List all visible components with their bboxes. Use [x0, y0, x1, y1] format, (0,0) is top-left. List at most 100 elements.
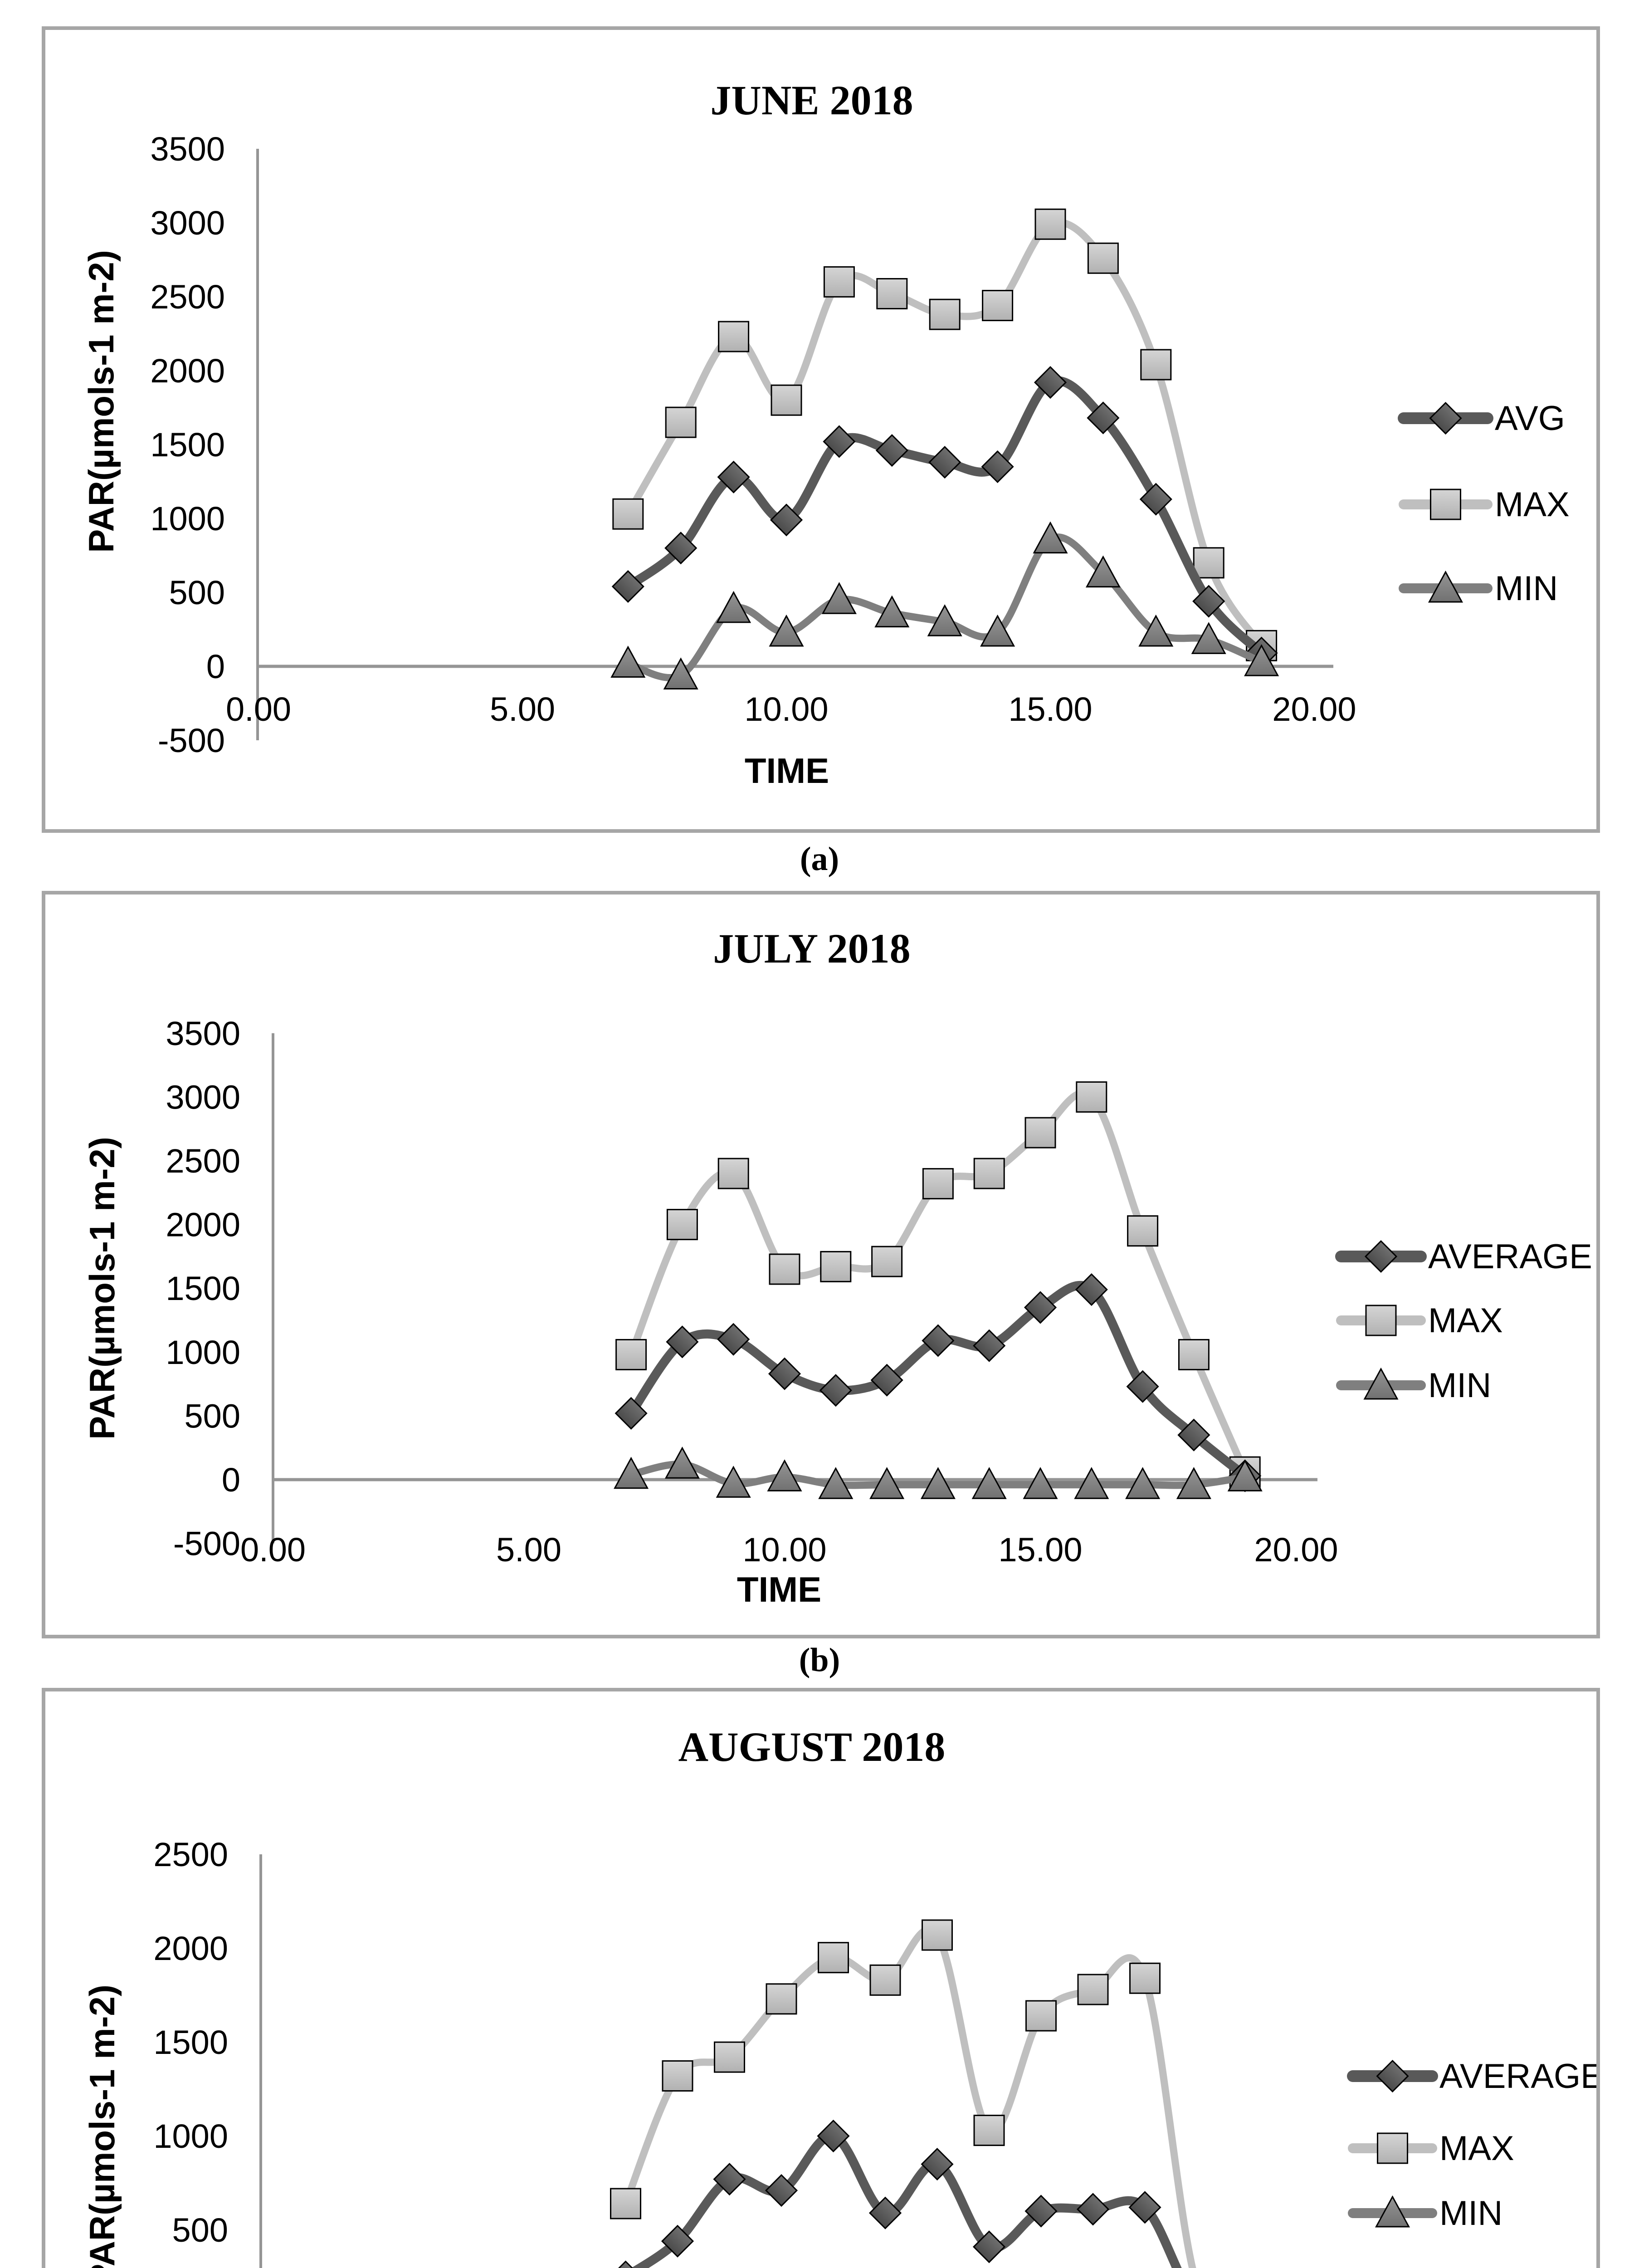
legend-marker-avg — [1429, 401, 1462, 435]
y-axis-title: PAR(µmols-1 m-2) — [81, 250, 121, 553]
average-marker — [1076, 2193, 1110, 2226]
legend-marker-max — [1430, 489, 1461, 520]
max-marker — [1129, 1962, 1161, 1994]
average-marker — [868, 2196, 902, 2229]
min-marker — [971, 1467, 1007, 1499]
chart-svg-a: JUNE 2018 3500 3000 2500 2000 1500 1000 500 0 -50… — [81, 77, 1570, 791]
max-marker — [766, 1983, 797, 2015]
average-marker — [1126, 1370, 1159, 1403]
max-marker — [1025, 2000, 1057, 2032]
min-marker — [614, 1457, 649, 1489]
average-marker — [1024, 1291, 1057, 1324]
chart-panel-july-2018: JULY 2018 3500 3000 2500 2000 1500 1000 500 0 -50… — [42, 891, 1600, 1638]
y-tick-label: 2000 — [150, 352, 225, 390]
y-tick-label: -500 — [158, 722, 225, 759]
average-marker — [768, 1357, 801, 1390]
min-marker — [1125, 1467, 1161, 1499]
average-marker — [870, 1364, 903, 1397]
min-marker — [769, 614, 804, 647]
average-marker — [817, 2119, 850, 2153]
x-tick-label: 5.00 — [490, 690, 555, 728]
y-tick-label: 3500 — [150, 130, 225, 168]
min-marker — [1176, 1467, 1211, 1499]
legend-label-max: MAX — [1428, 1301, 1503, 1340]
max-marker — [665, 406, 697, 438]
legend-label-max: MAX — [1439, 2129, 1514, 2168]
y-tick-label: 3000 — [166, 1078, 240, 1116]
max-marker — [769, 1253, 800, 1285]
max-marker — [717, 1158, 749, 1189]
max-marker — [1140, 349, 1172, 381]
max-marker — [922, 1919, 953, 1951]
caption-b: (b) — [799, 1642, 840, 1679]
avg-marker — [1034, 366, 1067, 399]
average-marker — [765, 2174, 798, 2207]
max-marker — [973, 2115, 1005, 2146]
max-marker — [973, 1158, 1005, 1189]
avg-marker — [664, 532, 698, 565]
min-marker — [818, 1467, 854, 1499]
legend-marker-average — [1364, 1240, 1398, 1273]
avg-marker — [823, 425, 856, 458]
max-marker — [771, 384, 802, 416]
max-series-line — [627, 1089, 1249, 1476]
max-marker — [820, 1251, 852, 1282]
y-tick-label: 2000 — [153, 1930, 228, 1967]
y-axis-title: PAR(µmols-1 m-2) — [82, 1984, 122, 2268]
avg-marker — [981, 450, 1014, 483]
min-marker — [920, 1467, 956, 1499]
y-tick-label: 0 — [206, 648, 225, 685]
average-marker — [921, 2148, 954, 2181]
y-tick-label: 0 — [222, 1461, 240, 1499]
y-tick-label: 2500 — [150, 278, 225, 316]
min-marker — [927, 604, 962, 636]
max-marker — [1034, 208, 1066, 240]
min-marker — [663, 657, 698, 690]
max-marker — [1087, 242, 1119, 274]
y-tick-label: 1000 — [153, 2117, 228, 2155]
legend-label-max: MAX — [1495, 485, 1570, 524]
avg-marker — [1192, 585, 1225, 618]
max-marker — [662, 2060, 693, 2092]
legend-label-avg: AVG — [1495, 399, 1565, 438]
x-tick-label: 0.00 — [240, 1531, 306, 1569]
max-marker — [610, 2188, 641, 2219]
x-tick-label: 20.00 — [1254, 1531, 1338, 1569]
min-marker — [1227, 1459, 1263, 1491]
avg-marker — [1087, 401, 1120, 435]
chart-title-b: JULY 2018 — [713, 925, 910, 972]
chart-panel-august-2018: AUGUST 201825002000150010005000-5000.005… — [42, 1688, 1600, 2268]
avg-marker — [611, 570, 644, 603]
avg-marker — [1139, 483, 1172, 516]
min-marker — [1191, 622, 1226, 654]
min-marker — [1244, 644, 1279, 676]
max-marker — [1127, 1215, 1159, 1247]
max-marker — [1178, 1339, 1210, 1370]
average-marker — [1075, 1273, 1108, 1306]
min-marker — [716, 1466, 751, 1498]
max-marker — [982, 290, 1014, 322]
legend-label-min: MIN — [1428, 1366, 1491, 1405]
max-marker — [612, 498, 644, 530]
average-marker — [717, 1323, 750, 1356]
average-marker — [973, 1329, 1006, 1362]
avg-marker — [770, 503, 803, 537]
legend-label-average: AVERAGE — [1428, 1237, 1592, 1276]
average-marker — [1177, 1418, 1210, 1452]
max-marker — [615, 1339, 647, 1370]
chart-title-a: JUNE 2018 — [710, 77, 913, 123]
min-marker — [610, 645, 646, 678]
y-tick-label: 2000 — [166, 1206, 240, 1244]
min-marker — [1023, 1467, 1058, 1499]
min-marker — [980, 614, 1015, 647]
min-marker — [767, 1459, 802, 1491]
avg-marker — [875, 434, 908, 467]
legend-marker-min — [1375, 2195, 1410, 2228]
x-tick-label: 0.00 — [226, 690, 291, 728]
average-marker — [666, 1325, 699, 1359]
max-marker — [871, 1246, 903, 1277]
y-tick-label: -500 — [173, 1525, 240, 1563]
min-marker — [821, 582, 857, 614]
x-tick-label: 10.00 — [742, 1531, 826, 1569]
